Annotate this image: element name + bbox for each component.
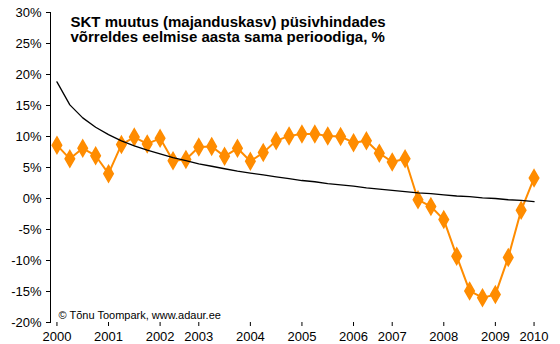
- svg-text:SKT muutus (majanduskasv) püsi: SKT muutus (majanduskasv) püsivhindadesv…: [71, 13, 386, 45]
- svg-text:-20%: -20%: [11, 315, 42, 330]
- svg-text:2010: 2010: [520, 329, 549, 344]
- svg-text:2000: 2000: [42, 329, 71, 344]
- svg-text:2006: 2006: [339, 329, 368, 344]
- svg-text:25%: 25%: [15, 36, 41, 51]
- svg-text:2002: 2002: [146, 329, 175, 344]
- svg-text:© Tõnu Toompark, www.adaur.ee: © Tõnu Toompark, www.adaur.ee: [59, 309, 221, 321]
- svg-text:30%: 30%: [15, 5, 41, 20]
- svg-text:2009: 2009: [481, 329, 510, 344]
- svg-text:15%: 15%: [15, 98, 41, 113]
- svg-text:2004: 2004: [236, 329, 265, 344]
- svg-text:0%: 0%: [23, 191, 42, 206]
- svg-text:2003: 2003: [184, 329, 213, 344]
- svg-text:-5%: -5%: [18, 222, 42, 237]
- svg-text:10%: 10%: [15, 129, 41, 144]
- svg-text:2005: 2005: [287, 329, 316, 344]
- svg-text:2008: 2008: [429, 329, 458, 344]
- svg-text:20%: 20%: [15, 67, 41, 82]
- svg-text:-15%: -15%: [11, 284, 42, 299]
- svg-text:5%: 5%: [23, 160, 42, 175]
- svg-text:2001: 2001: [94, 329, 123, 344]
- svg-text:-10%: -10%: [11, 253, 42, 268]
- svg-text:2007: 2007: [378, 329, 407, 344]
